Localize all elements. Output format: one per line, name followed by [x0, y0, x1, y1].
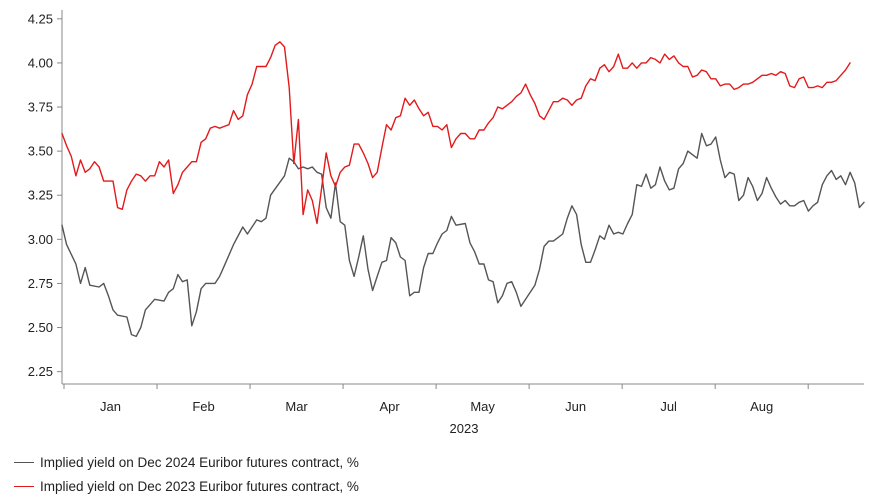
x-tick-label: May [470, 399, 495, 414]
chart-legend: Implied yield on Dec 2024 Euribor future… [14, 450, 359, 498]
y-tick-label: 4.25 [28, 11, 53, 26]
chart-canvas: 2.25 2.50 2.75 3.00 3.25 3.50 3.75 4.00 4.25 Jan F… [28, 10, 865, 436]
series-line-0 [61, 132, 865, 338]
y-tick-label: 3.75 [28, 100, 53, 115]
x-tick-label: Apr [379, 399, 400, 414]
y-tick-label: 3.50 [28, 144, 53, 159]
x-tick-label: Mar [285, 399, 308, 414]
legend-swatch-dec-2024 [14, 461, 34, 463]
x-tick-label: Jul [660, 399, 677, 414]
y-tick-label: 2.75 [28, 276, 53, 291]
x-tick-label: Jun [565, 399, 586, 414]
y-tick-label: 3.25 [28, 188, 53, 203]
x-tick-label: Jan [100, 399, 121, 414]
legend-swatch-dec-2023 [14, 485, 34, 487]
y-tick-label: 4.00 [28, 55, 53, 70]
x-tick-label: Aug [750, 399, 773, 414]
y-tick-label: 2.25 [28, 364, 53, 379]
x-axis-year-label: 2023 [450, 421, 479, 436]
chart-axes: 2.25 2.50 2.75 3.00 3.25 3.50 3.75 4.00 4.25 Jan F… [28, 10, 864, 414]
chart-lines [61, 41, 865, 338]
y-tick-label: 2.50 [28, 320, 53, 335]
series-line-1 [61, 41, 851, 225]
x-tick-label: Feb [192, 399, 214, 414]
legend-item-dec-2023: Implied yield on Dec 2023 Euribor future… [14, 474, 359, 498]
y-tick-label: 3.00 [28, 232, 53, 247]
legend-label-dec-2024: Implied yield on Dec 2024 Euribor future… [40, 454, 359, 470]
legend-item-dec-2024: Implied yield on Dec 2024 Euribor future… [14, 450, 359, 474]
legend-label-dec-2023: Implied yield on Dec 2023 Euribor future… [40, 478, 359, 494]
